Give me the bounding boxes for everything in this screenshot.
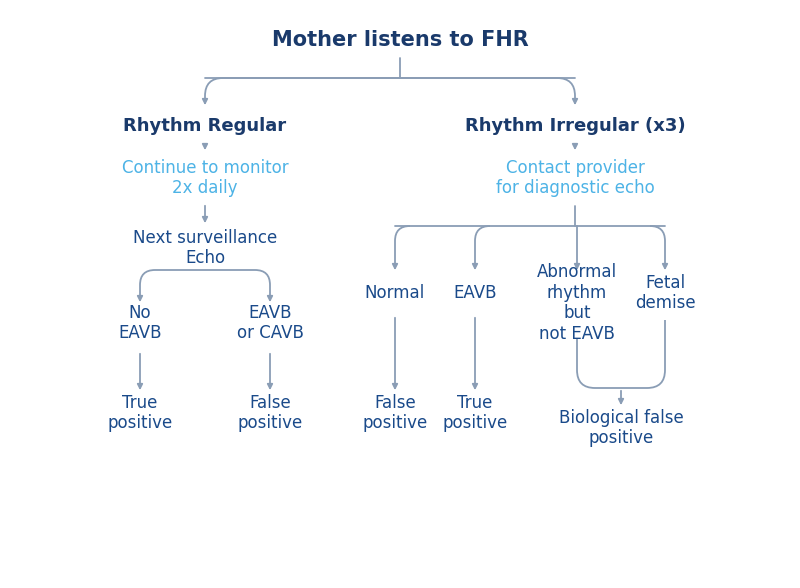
Text: Normal: Normal — [365, 284, 425, 302]
Text: True
positive: True positive — [107, 393, 173, 432]
Text: EAVB: EAVB — [454, 284, 497, 302]
Text: Biological false
positive: Biological false positive — [558, 409, 683, 447]
Text: No
EAVB: No EAVB — [118, 303, 162, 342]
Text: Continue to monitor
2x daily: Continue to monitor 2x daily — [122, 159, 288, 198]
Text: False
positive: False positive — [362, 393, 428, 432]
Text: EAVB
or CAVB: EAVB or CAVB — [237, 303, 303, 342]
Text: Fetal
demise: Fetal demise — [634, 273, 695, 312]
Text: Mother listens to FHR: Mother listens to FHR — [272, 30, 528, 50]
Text: Contact provider
for diagnostic echo: Contact provider for diagnostic echo — [496, 159, 654, 198]
Text: Rhythm Regular: Rhythm Regular — [123, 117, 286, 135]
Text: False
positive: False positive — [238, 393, 302, 432]
Text: Abnormal
rhythm
but
not EAVB: Abnormal rhythm but not EAVB — [537, 263, 617, 343]
Text: Next surveillance
Echo: Next surveillance Echo — [133, 229, 277, 268]
Text: Rhythm Irregular (x3): Rhythm Irregular (x3) — [465, 117, 686, 135]
Text: True
positive: True positive — [442, 393, 508, 432]
